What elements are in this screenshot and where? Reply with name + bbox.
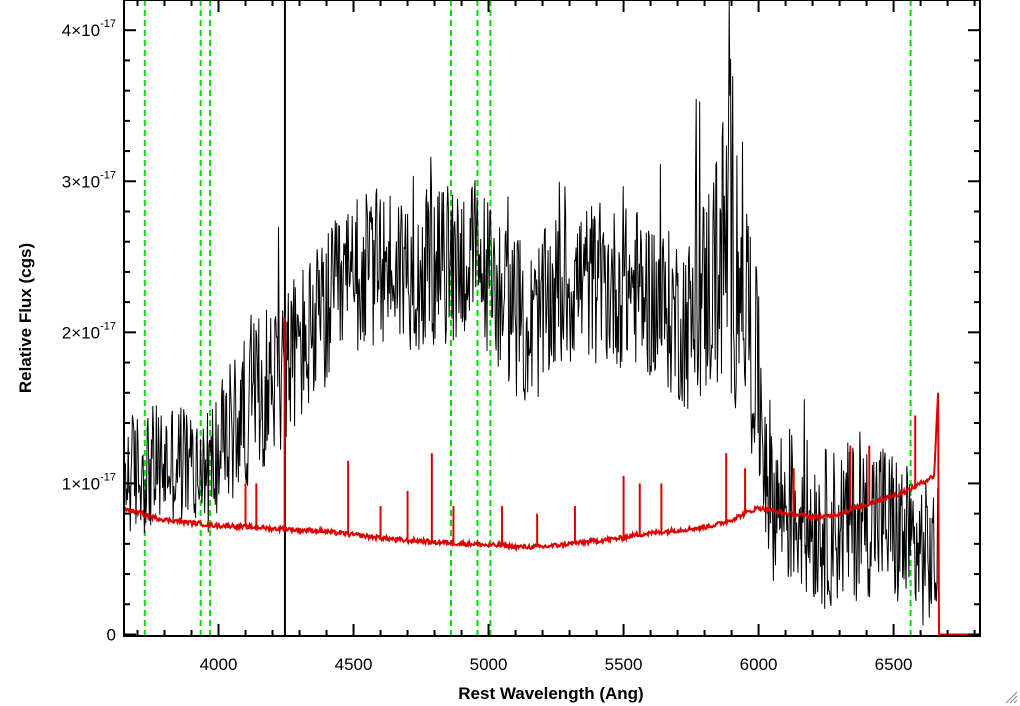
x-tick-label: 5500 [605,655,643,674]
flux-spectrum-line [123,0,939,626]
x-tick-label: 6000 [740,655,778,674]
x-axis-title: Rest Wavelength (Ang) [458,684,643,703]
series-layer [123,0,980,636]
y-tick-label: 0 [107,625,116,644]
x-tick-label: 4500 [335,655,373,674]
x-tick-label: 5000 [470,655,508,674]
resize-grip-icon[interactable] [1004,690,1018,704]
x-tick-label: 4000 [200,655,238,674]
x-tick-labels: 4000 4500 5000 5500 6000 6500 [200,655,913,674]
error-spectrum-line [123,392,980,636]
x-tick-label: 6500 [875,655,913,674]
y-axis-title: Relative Flux (cgs) [16,243,35,393]
plot-frame [123,0,981,637]
